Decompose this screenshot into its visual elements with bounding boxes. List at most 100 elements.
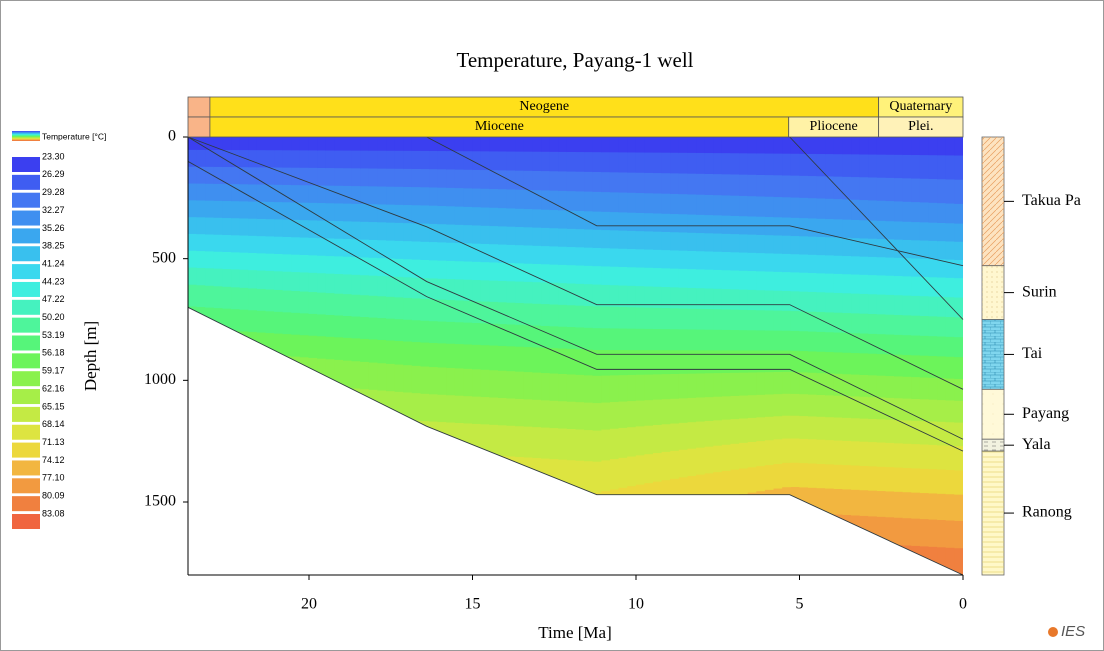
temperature-cell: [678, 502, 689, 506]
temperature-cell: [773, 153, 783, 176]
temperature-cell: [825, 273, 835, 284]
temperature-cell: [274, 202, 284, 211]
temperature-cell: [231, 210, 241, 219]
temperature-cell: [506, 346, 516, 357]
temperature-cell: [213, 548, 224, 575]
temperature-cell: [265, 311, 275, 334]
temperature-cell: [291, 411, 301, 430]
temperature-cell: [945, 317, 955, 338]
temperature-cell: [265, 210, 275, 220]
x-tick-label: 0: [959, 596, 967, 613]
temperature-cell: [627, 285, 637, 308]
temperature-cell: [609, 266, 620, 284]
temperature-cell: [851, 154, 861, 178]
temperature-cell: [472, 210, 482, 227]
temperature-cell: [627, 212, 637, 232]
temperature-cell: [833, 417, 844, 430]
temperature-cell: [222, 352, 232, 357]
temperature-cell: [532, 502, 542, 522]
temperature-cell: [635, 152, 645, 174]
temperature-cell: [575, 229, 585, 248]
temperature-cell: [902, 210, 912, 223]
temperature-cell: [584, 306, 594, 329]
temperature-cell: [463, 547, 473, 575]
temperature-cell: [377, 356, 387, 364]
temperature-cell: [265, 137, 275, 151]
temperature-cell: [756, 417, 766, 430]
temperature-cell: [291, 527, 301, 560]
temperature-cell: [937, 356, 947, 379]
temperature-cell: [945, 155, 955, 181]
temperature-cell: [377, 538, 387, 571]
temperature-cell: [446, 151, 456, 171]
temperature-cell: [429, 187, 439, 207]
temperature-cell: [678, 152, 689, 175]
temperature-cell: [851, 274, 861, 284]
temperature-cell: [851, 542, 861, 571]
temperature-cell: [609, 210, 620, 213]
temperature-cell: [265, 436, 275, 466]
temperature-cell: [523, 189, 534, 210]
temperature-cell: [876, 283, 887, 296]
temperature-cell: [825, 283, 835, 294]
temperature-cell: [670, 329, 680, 351]
temperature-cell: [394, 448, 404, 480]
temperature-cell: [618, 457, 628, 489]
temperature-cell: [730, 419, 740, 430]
temperature-cell: [523, 281, 534, 284]
temperature-cell: [661, 508, 671, 539]
temperature-cell: [730, 210, 740, 217]
temperature-cell: [558, 373, 568, 402]
temperature-cell: [876, 375, 887, 399]
temperature-cell: [799, 487, 809, 503]
temperature-cell: [902, 178, 912, 203]
temperature-cell: [239, 210, 249, 220]
temperature-cell: [644, 193, 654, 211]
legend-label: 56.18: [42, 348, 65, 358]
temperature-cell: [308, 385, 318, 414]
temperature-cell: [721, 329, 732, 351]
temperature-cell: [343, 316, 353, 339]
temperature-cell: [808, 311, 818, 333]
temperature-cell: [661, 308, 671, 330]
temperature-cell: [541, 429, 551, 460]
temperature-cell: [592, 524, 602, 556]
horizon-line: [187, 306, 964, 576]
temperature-cell: [851, 396, 861, 419]
temperature-cell: [842, 356, 852, 375]
temperature-cell: [954, 429, 963, 447]
temperature-cell: [842, 137, 852, 155]
temperature-cell: [541, 264, 551, 284]
temperature-cell: [188, 166, 198, 185]
temperature-cell: [911, 356, 921, 378]
temperature-cell: [782, 283, 792, 292]
temperature-cell: [670, 214, 680, 233]
temperature-cell: [609, 285, 620, 308]
temperature-cell: [351, 168, 361, 187]
temperature-cell: [265, 184, 275, 203]
temperature-cell: [876, 419, 887, 430]
temperature-cell: [842, 429, 852, 442]
temperature-cell: [902, 315, 912, 336]
formation-label: Surin: [1022, 283, 1057, 300]
temperature-cell: [911, 283, 921, 297]
temperature-cell: [808, 463, 818, 489]
temperature-cell: [437, 321, 447, 344]
temperature-cell: [644, 249, 654, 269]
temperature-cell: [360, 445, 370, 476]
temperature-cell: [377, 296, 387, 319]
temperature-cell: [411, 205, 422, 211]
temperature-cell: [739, 468, 749, 495]
temperature-cell: [549, 502, 559, 523]
temperature-cell: [635, 212, 645, 232]
temperature-cell: [911, 202, 921, 211]
temperature-cell: [377, 429, 387, 448]
strat-label: Neogene: [519, 99, 569, 114]
temperature-cell: [351, 474, 361, 503]
temperature-cell: [851, 502, 861, 517]
temperature-cell: [661, 329, 671, 351]
temperature-cell: [782, 350, 792, 357]
temperature-cell: [876, 502, 887, 518]
temperature-cell: [790, 415, 800, 430]
temperature-cell: [566, 401, 577, 430]
